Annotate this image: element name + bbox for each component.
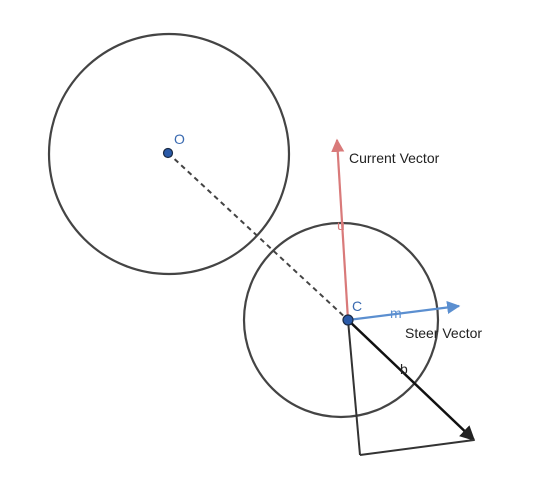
b-vector-arrow — [347, 319, 476, 442]
current-vector-arrow — [331, 138, 350, 321]
label-current-vector: Current Vector — [349, 150, 440, 166]
label-point-o: O — [174, 131, 185, 147]
dashed-line-oc — [167, 152, 349, 321]
label-steer-vector: Steer Vector — [405, 325, 482, 341]
construction-line-down — [347, 319, 361, 456]
steer-vector-arrow — [347, 300, 461, 322]
point-o-dot — [162, 147, 174, 159]
label-vector-b: b — [400, 361, 408, 377]
label-vector-m: m — [390, 305, 402, 321]
point-c-dot — [342, 314, 354, 326]
circle-c — [242, 221, 440, 419]
circle-o — [47, 32, 291, 276]
label-point-c: C — [352, 298, 362, 314]
label-vector-u: u — [337, 217, 345, 233]
construction-line-across — [359, 439, 475, 456]
